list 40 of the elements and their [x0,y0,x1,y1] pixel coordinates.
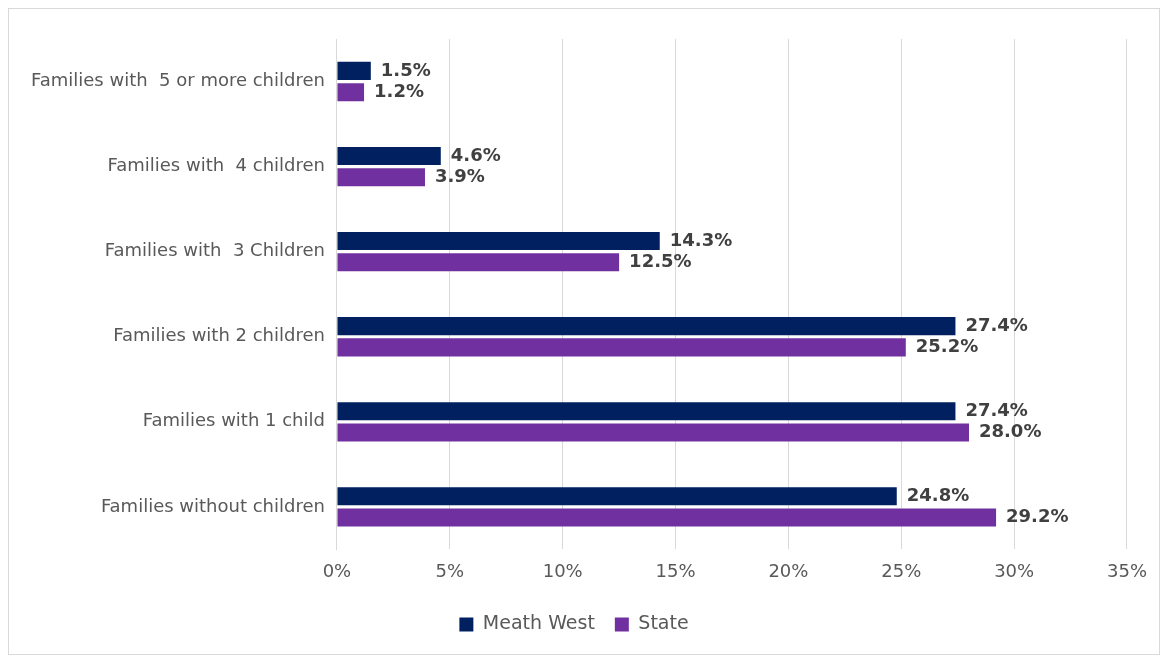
bar [337,508,997,527]
data-label: 1.5% [380,58,431,80]
bar [337,232,660,251]
bar [337,487,897,506]
y-tick-label: Families with 5 or more children [31,69,325,91]
bar [337,83,365,102]
data-label: 3.9% [434,164,485,186]
x-tick-label: 15% [655,559,696,581]
x-tick-label: 30% [994,559,1035,581]
bar [337,61,371,80]
data-label: 29.2% [1006,505,1069,527]
data-label: 4.6% [450,143,501,165]
data-label: 1.2% [374,79,424,101]
bar [337,317,956,336]
data-label: 25.2% [915,335,979,357]
bar [337,146,441,166]
data-label: 28.0% [978,420,1042,442]
x-tick-label: 25% [881,559,922,581]
x-tick-label: 0% [322,559,352,581]
y-tick-label: Families with 1 child [142,409,325,431]
data-label: 27.4% [965,313,1028,335]
y-tick-label: Families with 3 Children [104,239,325,261]
bar [337,168,425,187]
data-label: 14.3% [669,228,733,250]
bar [337,402,956,421]
x-tick-label: 5% [435,559,465,581]
data-label: 27.4% [965,398,1028,420]
data-label: 24.8% [906,483,970,505]
bar [337,253,620,272]
y-tick-label: Families with 2 children [113,324,325,346]
bar [337,423,969,442]
x-tick-label: 20% [768,559,809,581]
x-tick-label: 35% [1106,559,1147,581]
x-tick-label: 10% [542,559,583,581]
bar [337,338,906,357]
y-tick-label: Families with 4 children [107,154,325,176]
y-tick-label: Families without children [100,494,325,516]
legend-label: Meath West [482,611,595,634]
data-label: 12.5% [629,249,692,271]
legend-label: State [638,611,689,634]
